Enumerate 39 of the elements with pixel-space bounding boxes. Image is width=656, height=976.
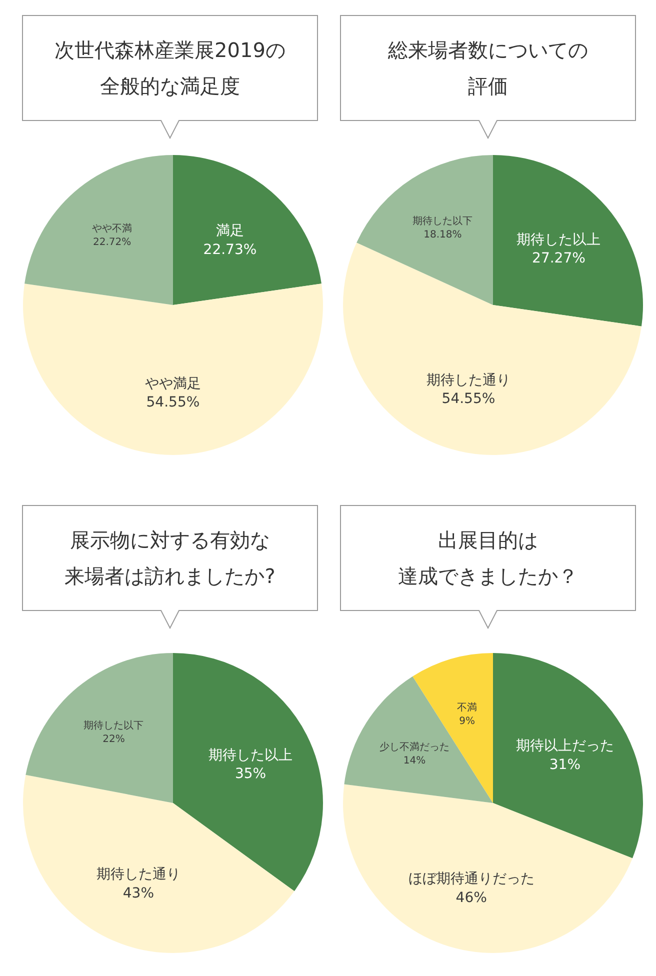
chart-title: 展示物に対する有効な来場者は訪れましたか? (64, 527, 276, 590)
chart-title: 総来場者数についての評価 (388, 37, 588, 100)
data-label: 35% (234, 766, 266, 782)
pie-slice (343, 784, 632, 953)
pie-slice (356, 155, 493, 305)
slice-label: 期待した以下 (84, 719, 144, 732)
data-label: 54.55% (442, 391, 496, 408)
pie-slice (24, 155, 173, 305)
data-label: 22.73% (203, 242, 257, 258)
data-label: 9% (459, 716, 475, 728)
data-label: 27.27% (532, 250, 586, 267)
data-label: 22% (102, 734, 125, 745)
slice-label: 不満 (457, 702, 478, 714)
chart-title: 次世代森林産業展2019の全般的な満足度 (54, 37, 286, 100)
data-label: 18.18% (424, 229, 462, 240)
slice-label: やや満足 (144, 376, 201, 392)
pie-slice (23, 284, 323, 455)
pie-slice (493, 155, 643, 326)
pie-slice (173, 155, 322, 305)
slice-label: 期待した通り (96, 866, 180, 883)
data-label: 46% (456, 890, 487, 906)
data-label: 43% (122, 886, 154, 902)
slice-label: 期待した以上 (516, 232, 601, 248)
data-label: 54.55% (146, 394, 200, 411)
slice-label: 期待した以下 (412, 214, 473, 227)
slice-label: 少し不満だった (379, 741, 450, 754)
data-label: 14% (403, 756, 426, 767)
slice-label: 期待した通り (426, 372, 510, 388)
chart-title: 出展目的は達成できましたか？ (398, 527, 578, 590)
slice-label: 期待した以上 (208, 747, 293, 764)
data-label: 22.72% (93, 237, 132, 248)
slice-label: やや不満 (92, 222, 132, 235)
slice-label: ほぼ期待通りだった (408, 871, 534, 888)
pie-slice (493, 653, 643, 858)
data-label: 31% (549, 756, 581, 773)
slice-label: 満足 (216, 223, 244, 240)
pie-slice (26, 653, 173, 803)
slice-label: 期待以上だった (516, 738, 614, 754)
pie-slice (344, 676, 493, 803)
